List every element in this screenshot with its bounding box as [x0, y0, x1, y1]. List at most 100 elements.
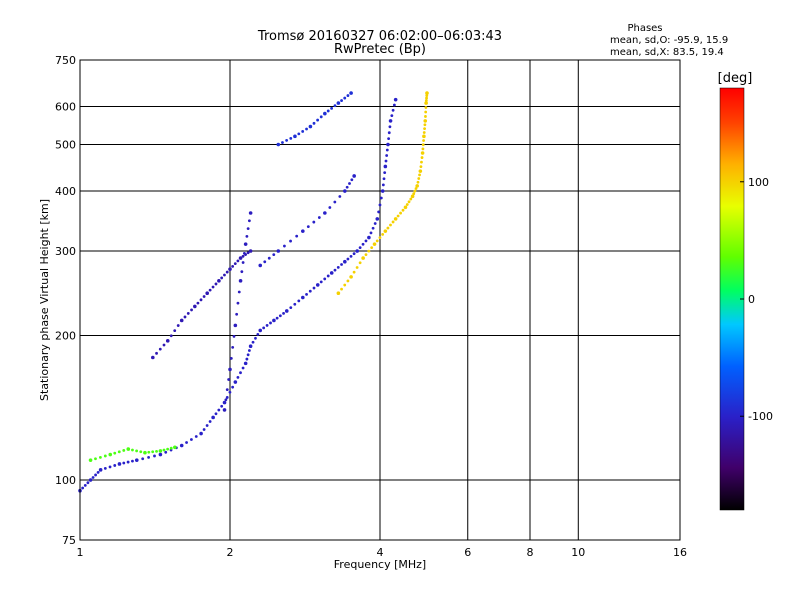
data-point — [276, 249, 281, 253]
data-point — [243, 242, 248, 246]
data-point — [217, 279, 221, 283]
data-point — [169, 334, 173, 338]
data-point — [186, 312, 190, 315]
data-point — [424, 101, 428, 105]
data-point — [211, 285, 215, 289]
data-point — [364, 253, 368, 257]
data-point — [317, 216, 321, 219]
data-point — [424, 110, 428, 114]
data-point — [418, 173, 421, 177]
x-tick-label: 10 — [571, 546, 585, 559]
colorbar-tick-label: 0 — [748, 293, 755, 306]
data-point — [391, 220, 395, 224]
data-point — [301, 295, 305, 300]
data-point — [235, 312, 239, 316]
data-point — [301, 229, 305, 233]
data-point — [424, 106, 428, 109]
data-point — [225, 396, 229, 399]
data-point — [424, 99, 428, 102]
data-point — [412, 192, 416, 196]
data-point — [358, 246, 362, 250]
data-point — [373, 222, 377, 225]
data-point — [343, 189, 347, 193]
data-point — [383, 229, 388, 233]
data-point — [414, 187, 418, 190]
data-point — [392, 103, 396, 107]
data-point — [284, 309, 289, 313]
data-point — [364, 239, 368, 243]
data-point — [393, 217, 398, 221]
data-point — [422, 134, 426, 139]
x-tick-label: 4 — [377, 546, 384, 559]
data-point — [399, 211, 402, 215]
data-point — [147, 450, 151, 454]
data-point — [122, 449, 126, 452]
data-point — [367, 249, 371, 253]
data-point — [248, 344, 253, 349]
data-point — [88, 458, 93, 462]
data-point — [103, 466, 107, 470]
data-point — [405, 203, 409, 206]
data-point — [336, 291, 341, 296]
x-axis: 1 2 4 6 8 10 16 — [77, 546, 688, 559]
data-point — [173, 445, 177, 450]
data-point — [238, 279, 243, 283]
x-tick-label: 6 — [464, 546, 471, 559]
data-point — [275, 316, 279, 320]
data-point — [380, 189, 385, 193]
y-tick-label: 600 — [55, 101, 76, 114]
data-point — [228, 367, 232, 372]
data-point — [343, 283, 347, 287]
data-point — [225, 270, 229, 274]
data-point — [246, 353, 250, 357]
data-point — [248, 211, 253, 215]
data-point — [385, 148, 389, 152]
data-point — [247, 349, 251, 352]
data-point — [297, 132, 301, 136]
data-point — [375, 239, 379, 243]
data-point — [420, 156, 424, 159]
data-point — [319, 115, 323, 119]
data-point — [179, 318, 184, 323]
data-point — [326, 274, 330, 278]
data-point — [239, 371, 242, 375]
data-point — [381, 183, 385, 187]
data-point — [372, 242, 377, 246]
data-point — [208, 420, 212, 423]
data-point — [242, 251, 246, 255]
data-point — [245, 357, 249, 361]
data-point — [224, 398, 228, 402]
data-points — [78, 91, 429, 493]
data-point — [343, 96, 347, 100]
data-point — [305, 127, 308, 131]
plot-frame — [79, 59, 681, 541]
data-point — [422, 139, 425, 142]
data-point — [375, 217, 380, 221]
data-point — [306, 225, 310, 229]
data-point — [233, 380, 238, 384]
data-point — [126, 447, 131, 451]
data-point — [413, 189, 417, 193]
data-point — [143, 450, 147, 455]
data-point — [233, 262, 237, 266]
data-point — [220, 276, 224, 280]
data-point — [185, 441, 188, 444]
data-point — [282, 311, 285, 315]
data-point — [155, 351, 158, 355]
data-point — [229, 357, 233, 360]
data-point — [289, 306, 293, 310]
data-point — [211, 415, 215, 420]
data-point — [384, 159, 388, 163]
data-point — [289, 136, 293, 140]
data-point — [99, 455, 102, 459]
x-tick-label: 1 — [77, 546, 84, 559]
data-point — [190, 308, 193, 312]
data-point — [323, 277, 327, 281]
data-point — [202, 295, 206, 298]
data-point — [283, 244, 286, 248]
data-point — [231, 385, 235, 389]
y-tick-label: 75 — [62, 534, 76, 547]
data-point — [330, 106, 334, 110]
colorbar-tick-label: -100 — [748, 410, 773, 423]
